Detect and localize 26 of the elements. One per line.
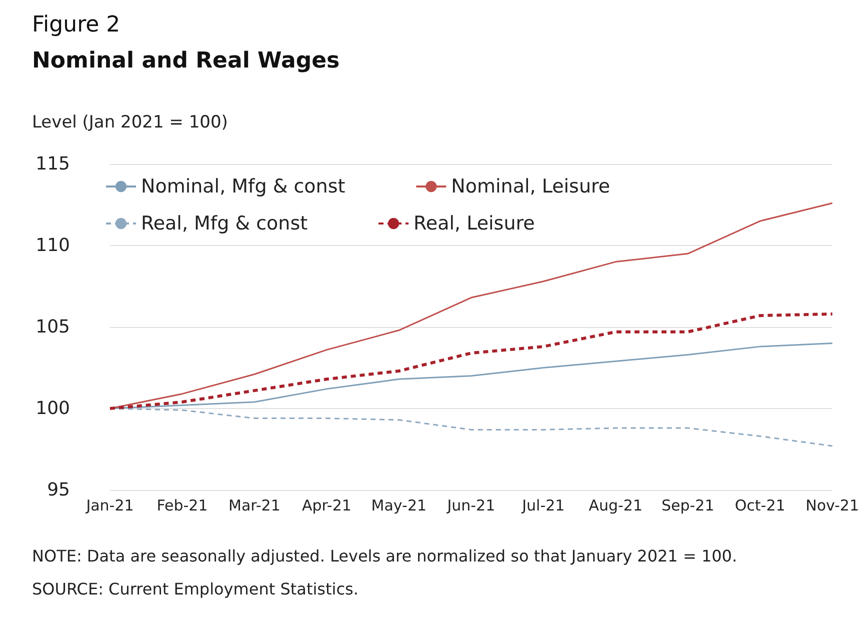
x-tick-label: Apr-21 [302, 496, 352, 514]
y-tick-label: 95 [47, 480, 70, 500]
x-tick-label: Jan-21 [85, 496, 134, 514]
x-tick-label: May-21 [371, 496, 427, 514]
x-tick-label: Jul-21 [521, 496, 565, 514]
source-note: SOURCE: Current Employment Statistics. [32, 580, 358, 598]
chart-title: Figure 2 [32, 12, 120, 38]
legend-label: Real, Mfg & const [141, 212, 308, 234]
y-tick-label: 110 [36, 235, 70, 256]
x-tick-label: Nov-21 [806, 496, 859, 514]
y-axis-title: Level (Jan 2021 = 100) [32, 112, 228, 132]
y-tick-label: 115 [36, 154, 70, 174]
y-tick-label: 100 [36, 398, 70, 419]
x-tick-label: Aug-21 [588, 496, 643, 514]
chart-subtitle: Nominal and Real Wages [32, 48, 340, 74]
legend-label: Real, Leisure [414, 212, 535, 234]
x-tick-label: Mar-21 [228, 496, 280, 514]
line-series [108, 312, 834, 410]
x-tick-label: Sep-21 [661, 496, 714, 514]
text: NOTE: Data are seasonally adjusted. Levels are normalized so that January 2021 = 100. [32, 546, 738, 566]
legend-label: Nominal, Leisure [451, 176, 610, 198]
x-tick-label: Feb-21 [156, 496, 208, 514]
x-tick-label: Jun-21 [446, 496, 496, 514]
y-tick-label: 105 [36, 316, 70, 338]
x-tick-label: Oct-21 [734, 496, 786, 514]
legend-label: Nominal, Mfg & const [141, 176, 346, 198]
